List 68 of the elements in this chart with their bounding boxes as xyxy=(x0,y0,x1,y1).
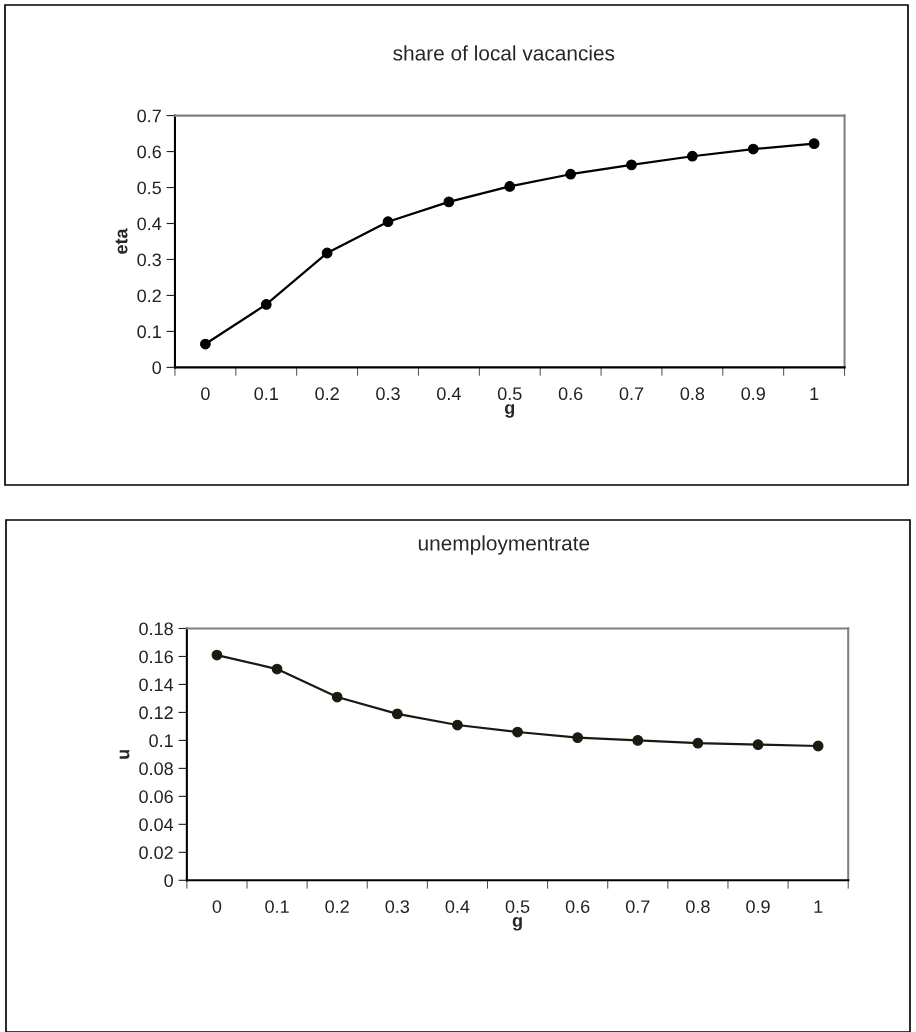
y-tick-label: 0.08 xyxy=(139,762,173,776)
point xyxy=(747,143,759,155)
x-tick-label: 0.8 xyxy=(680,387,705,401)
x-tick-label: 1 xyxy=(810,387,819,400)
chart-title: unemploymentrate xyxy=(418,535,590,555)
point xyxy=(260,299,272,310)
x-tick-label: 0 xyxy=(201,387,210,401)
point xyxy=(626,159,637,171)
point xyxy=(443,196,455,208)
x-tick-label: 0.7 xyxy=(625,900,650,913)
point xyxy=(632,735,644,746)
point xyxy=(271,663,283,675)
y-tick-label: 0.06 xyxy=(139,790,173,804)
point xyxy=(211,649,223,661)
y-tick-label: 0.1 xyxy=(149,734,173,748)
x-tick-label: 0.1 xyxy=(265,900,289,913)
x-tick-label: 0.5 xyxy=(497,387,522,401)
point xyxy=(752,739,764,750)
x-tick-label: 0.9 xyxy=(746,900,770,913)
y-axis-title: u xyxy=(119,750,130,759)
x-tick-label: 1 xyxy=(814,900,823,913)
x-tick-label: 0.1 xyxy=(254,387,278,401)
point xyxy=(200,338,211,350)
point xyxy=(565,168,577,180)
x-axis-title: g xyxy=(504,404,515,418)
point xyxy=(572,732,584,743)
point xyxy=(686,150,698,162)
point xyxy=(452,719,463,731)
y-tick-label: 0.6 xyxy=(137,145,161,159)
x-tick-label: 0.8 xyxy=(686,900,710,913)
point xyxy=(382,216,394,228)
y-tick-label: 0.4 xyxy=(137,217,162,231)
x-tick-label: 0.6 xyxy=(558,387,583,401)
point xyxy=(391,708,403,720)
x-tick-label: 0.7 xyxy=(619,387,644,401)
y-tick-label: 0.2 xyxy=(137,289,161,303)
x-tick-label: 0.2 xyxy=(325,900,349,913)
y-tick-label: 0.04 xyxy=(139,818,174,832)
x-tick-label: 0 xyxy=(212,900,222,913)
point xyxy=(812,740,824,752)
chart-title: share of local vacancies xyxy=(393,45,615,61)
y-tick-label: 0.02 xyxy=(139,846,173,860)
x-tick-label: 0.3 xyxy=(376,387,400,401)
point xyxy=(808,138,820,150)
point xyxy=(504,181,516,192)
x-tick-label: 0.2 xyxy=(315,387,339,401)
point xyxy=(512,726,523,738)
x-axis-title: g xyxy=(512,917,522,931)
point xyxy=(321,247,333,259)
y-tick-label: 0.14 xyxy=(139,678,174,692)
point xyxy=(692,737,704,749)
x-tick-label: 0.4 xyxy=(437,387,461,401)
y-tick-label: 0 xyxy=(152,361,162,375)
y-tick-label: 0.12 xyxy=(139,706,173,720)
x-tick-label: 0.3 xyxy=(385,900,410,913)
point xyxy=(331,691,343,703)
y-tick-label: 0.5 xyxy=(137,181,162,195)
y-tick-label: 0.16 xyxy=(139,650,173,664)
x-tick-label: 0.9 xyxy=(741,387,765,401)
y-tick-label: 0.3 xyxy=(137,253,161,267)
y-tick-label: 0.7 xyxy=(137,109,161,123)
y-axis-title: eta xyxy=(115,228,128,254)
y-tick-label: 0.1 xyxy=(137,325,161,339)
x-tick-label: 0.6 xyxy=(565,900,590,913)
x-tick-label: 0.4 xyxy=(445,900,470,913)
x-tick-label: 0.5 xyxy=(505,900,530,913)
y-tick-label: 0.18 xyxy=(139,622,173,636)
y-tick-label: 0 xyxy=(164,874,173,888)
